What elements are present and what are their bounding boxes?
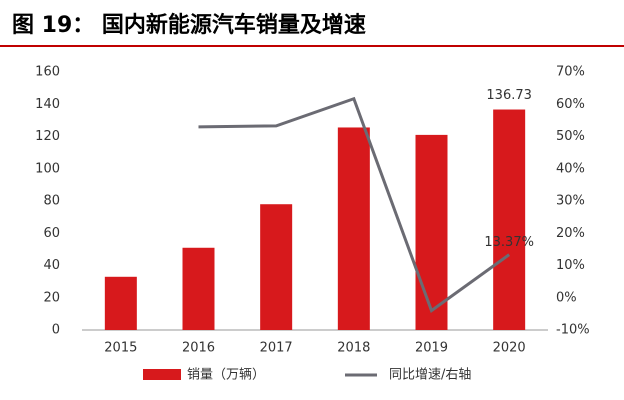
y-tick-label: 0 <box>52 323 60 338</box>
bar <box>104 276 137 330</box>
y2-tick-label: 0% <box>556 290 577 305</box>
x-tick-label: 2020 <box>493 341 526 356</box>
x-tick-label: 2018 <box>337 341 370 356</box>
y-tick-label: 120 <box>35 129 60 144</box>
legend-label: 同比增速/右轴 <box>389 368 471 383</box>
x-tick-label: 2019 <box>415 341 448 356</box>
chart-title: 图 19： 国内新能源汽车销量及增速 <box>12 12 366 38</box>
bar <box>415 134 448 330</box>
x-tick-label: 2016 <box>182 341 215 356</box>
y-tick-label: 20 <box>43 290 60 305</box>
bar <box>182 247 215 330</box>
y2-tick-label: 60% <box>556 97 585 112</box>
y2-tick-label: 30% <box>556 194 585 209</box>
y-tick-label: 140 <box>35 97 60 112</box>
bar <box>337 127 370 330</box>
y2-tick-label: 40% <box>556 161 585 176</box>
y2-tick-label: -10% <box>556 323 590 338</box>
bar-value-label: 136.73 <box>486 88 532 103</box>
line-value-label: 13.37% <box>484 235 534 250</box>
y-tick-label: 80 <box>43 194 60 209</box>
x-tick-label: 2015 <box>104 341 137 356</box>
y-tick-label: 60 <box>43 226 60 241</box>
y-tick-label: 40 <box>43 258 60 273</box>
y2-tick-label: 20% <box>556 226 585 241</box>
y-tick-label: 100 <box>35 161 60 176</box>
y2-tick-label: 10% <box>556 258 585 273</box>
legend-swatch <box>143 369 181 380</box>
y2-tick-label: 50% <box>556 129 585 144</box>
bar <box>260 204 293 330</box>
y2-tick-label: 70% <box>556 65 585 80</box>
line <box>198 96 511 314</box>
legend-label: 销量（万辆） <box>187 368 265 383</box>
y-tick-label: 160 <box>35 65 60 80</box>
x-tick-label: 2017 <box>260 341 293 356</box>
bar <box>493 109 526 330</box>
